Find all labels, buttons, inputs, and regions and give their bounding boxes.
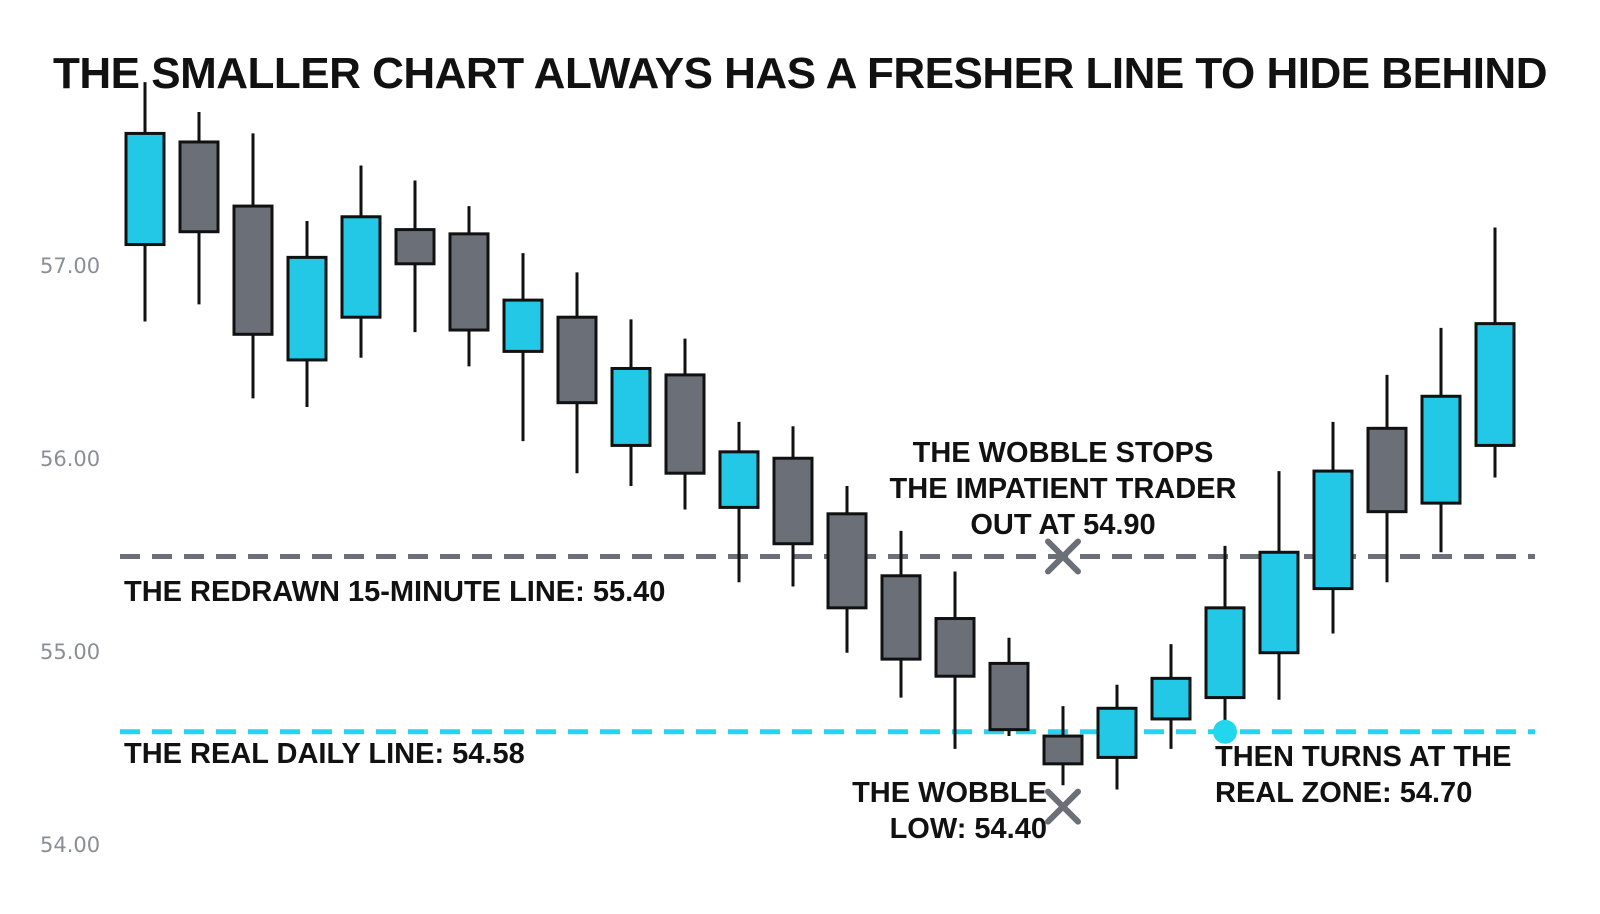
candle — [1150, 644, 1192, 749]
reference-line-label-daily: THE REAL DAILY LINE: 54.58 — [124, 738, 525, 770]
x-marker-icon — [1045, 538, 1081, 575]
annotation-text: OUT AT 54.90 — [970, 509, 1155, 541]
reference-line-label-15m: THE REDRAWN 15-MINUTE LINE: 55.40 — [124, 576, 665, 608]
annotation-text: LOW: 54.40 — [890, 813, 1047, 845]
candle-body — [934, 617, 976, 678]
candle — [340, 165, 382, 358]
candle — [502, 253, 544, 442]
candle-body — [1204, 606, 1246, 700]
candle-body — [448, 232, 490, 332]
candle — [1042, 706, 1084, 786]
annotation-text: THE WOBBLE STOPS — [913, 437, 1214, 469]
candle-body — [340, 215, 382, 319]
x-marker-icon — [1045, 788, 1081, 825]
candle — [178, 112, 220, 305]
annotation-wobble-low: THE WOBBLE LOW: 54.40 — [852, 777, 1047, 845]
candle-body — [1258, 550, 1300, 655]
annotation-markers — [1045, 538, 1237, 825]
candle — [1474, 227, 1516, 478]
annotation-text: THEN TURNS AT THE — [1215, 741, 1511, 773]
candle-body — [826, 512, 868, 610]
y-tick-label: 54.00 — [40, 833, 100, 857]
candle-body — [502, 298, 544, 353]
chart-title: THE SMALLER CHART ALWAYS HAS A FRESHER L… — [53, 49, 1547, 98]
candle-body — [718, 450, 760, 509]
x-marker-stroke — [1045, 538, 1081, 575]
candle-body — [772, 456, 814, 546]
candle-body — [1150, 676, 1192, 721]
candle-body — [1420, 394, 1462, 505]
candle-body — [124, 131, 166, 247]
candle — [610, 319, 652, 487]
candle — [1366, 374, 1408, 583]
reference-line-labels: THE REDRAWN 15-MINUTE LINE: 55.40 THE RE… — [124, 576, 665, 770]
candle-body — [1474, 322, 1516, 447]
candle — [988, 637, 1030, 737]
candle — [1258, 471, 1300, 700]
annotation-real-zone: THEN TURNS AT THE REAL ZONE: 54.70 — [1215, 741, 1511, 809]
candle — [124, 82, 166, 322]
annotation-text: THE IMPATIENT TRADER — [890, 473, 1237, 505]
candle — [394, 180, 436, 333]
candle — [772, 426, 814, 587]
candles — [124, 82, 1516, 790]
candle — [826, 486, 868, 653]
candle-body — [1366, 426, 1408, 514]
dot-marker-icon — [1213, 719, 1237, 744]
candle-body — [178, 140, 220, 234]
candle — [232, 133, 274, 399]
candle-body — [556, 315, 598, 405]
candle — [1204, 545, 1246, 724]
y-tick-label: 56.00 — [40, 447, 100, 471]
candle — [286, 221, 328, 407]
candle — [1312, 421, 1354, 634]
annotation-text: REAL ZONE: 54.70 — [1215, 777, 1472, 809]
candle-body — [232, 204, 274, 336]
candle-body — [988, 661, 1030, 732]
annotation-stop-out: THE WOBBLE STOPS THE IMPATIENT TRADER OU… — [890, 437, 1237, 541]
x-marker-stroke — [1045, 788, 1081, 825]
candle-body — [1042, 734, 1084, 766]
candle-body — [880, 574, 922, 661]
candle-body — [1312, 469, 1354, 591]
candle — [556, 272, 598, 474]
y-axis: 57.00 56.00 55.00 54.00 — [40, 254, 100, 857]
candle-body — [664, 373, 706, 475]
candle-body — [286, 255, 328, 362]
y-tick-label: 57.00 — [40, 254, 100, 278]
candle — [1420, 327, 1462, 553]
candle — [934, 571, 976, 749]
candle — [718, 421, 760, 583]
candle-body — [1096, 706, 1138, 759]
annotation-text: THE WOBBLE — [852, 777, 1047, 809]
candle-body — [394, 228, 436, 266]
y-tick-label: 55.00 — [40, 640, 100, 664]
candle — [880, 530, 922, 698]
candle — [664, 338, 706, 510]
candle-body — [610, 366, 652, 447]
candle — [448, 206, 490, 367]
candle — [1096, 684, 1138, 790]
